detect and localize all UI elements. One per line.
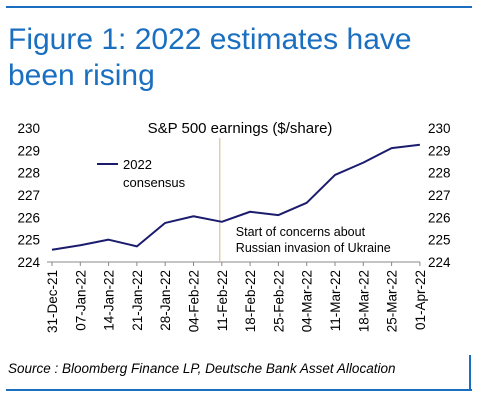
event-annotation: Russian invasion of Ukraine: [236, 241, 391, 255]
y-tick-label-left: 227: [17, 188, 40, 203]
top-rule: [6, 6, 472, 8]
y-tick-label-right: 230: [428, 121, 451, 136]
y-tick-label-right: 225: [428, 233, 451, 248]
bottom-rule: [6, 389, 472, 391]
x-tick-label: 18-Feb-22: [243, 270, 258, 332]
x-tick-label: 31-Dec-21: [45, 270, 60, 333]
x-tick-label: 04-Feb-22: [187, 270, 202, 332]
x-tick-label: 01-Apr-22: [413, 270, 428, 330]
x-axis: 31-Dec-21 07-Jan-22 14-Jan-22 21-Jan-22 28-J…: [45, 261, 428, 333]
y-tick-label-right: 224: [428, 255, 451, 270]
x-tick-label: 14-Jan-22: [102, 270, 117, 331]
right-rule: [469, 355, 471, 391]
x-tick-label: 07-Jan-22: [73, 270, 88, 331]
x-tick-label: 21-Jan-22: [130, 270, 145, 331]
series-group: [51, 143, 421, 251]
legend-label: 2022: [123, 157, 152, 172]
legend: 2022 consensus: [97, 157, 186, 190]
x-tick-label: 11-Feb-22: [215, 270, 230, 331]
y-tick-label-left: 225: [17, 233, 40, 248]
x-tick-label: 11-Mar-22: [328, 270, 343, 331]
y-tick-label-right: 226: [428, 210, 451, 225]
event-marker: Start of concerns about Russian invasion …: [219, 138, 391, 262]
y-tick-label-left: 228: [17, 166, 40, 181]
y-tick-label-left: 224: [17, 255, 40, 270]
chart-title: S&P 500 earnings ($/share): [148, 120, 333, 137]
y-tick-label-left: 229: [17, 143, 40, 158]
y-tick-label-right: 228: [428, 166, 451, 181]
series-line: [51, 143, 421, 251]
legend-label: consensus: [123, 175, 186, 190]
y-tick-label-right: 229: [428, 143, 451, 158]
y-tick-label-left: 226: [17, 210, 40, 225]
x-tick-label: 28-Jan-22: [158, 270, 173, 331]
y-tick-label-left: 230: [17, 121, 40, 136]
x-tick-label: 18-Mar-22: [356, 270, 371, 332]
figure-title: Figure 1: 2022 estimates have been risin…: [8, 23, 412, 92]
source-note: Source : Bloomberg Finance LP, Deutsche …: [8, 361, 396, 376]
y-tick-label-right: 227: [428, 188, 451, 203]
x-tick-label: 25-Feb-22: [271, 270, 286, 332]
event-annotation: Start of concerns about: [236, 225, 366, 239]
x-tick-label: 25-Mar-22: [385, 270, 400, 332]
x-tick-label: 04-Mar-22: [300, 270, 315, 332]
y-axis-right: 224 225 226 227 228 229 230: [428, 121, 451, 270]
y-axis-left: 224 225 226 227 228 229 230: [17, 121, 40, 270]
